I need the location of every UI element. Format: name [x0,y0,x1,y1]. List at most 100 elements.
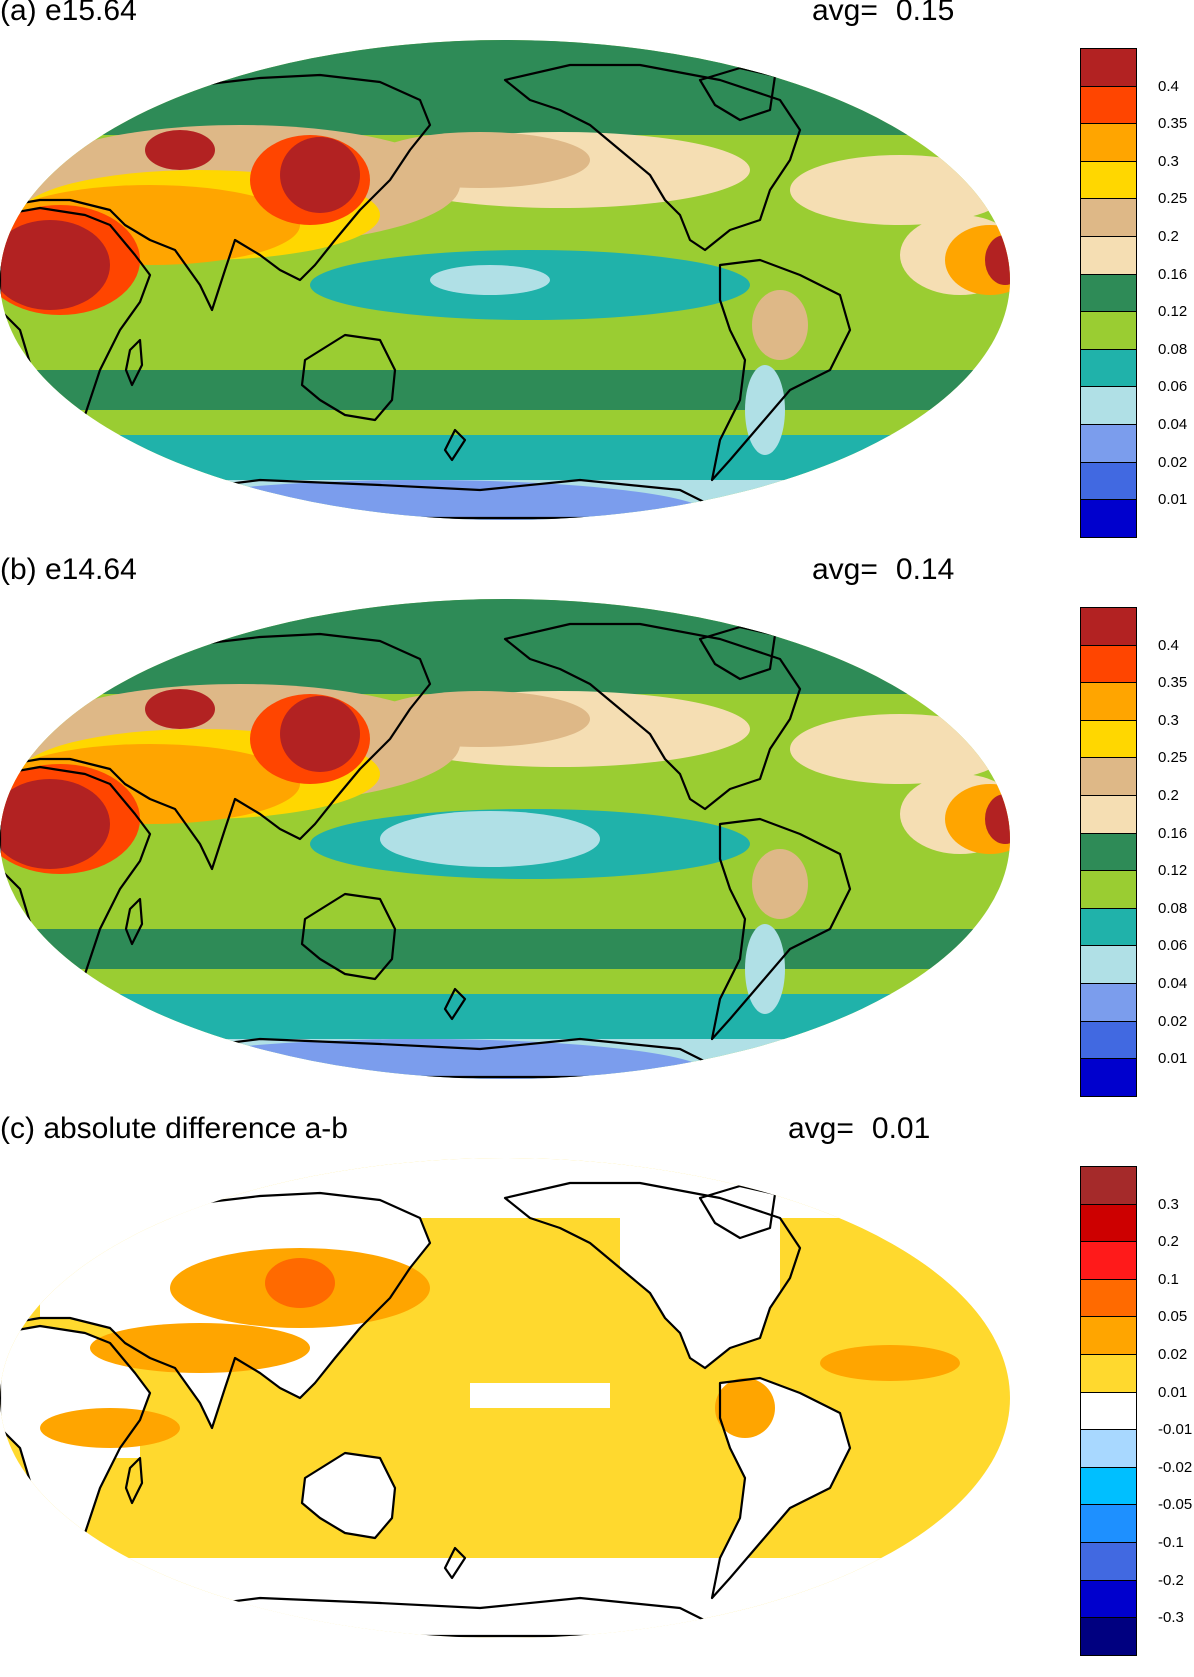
map-panel-1: (a) e15.64 avg= 0.15 0.4 0.35 0.3 0.25 0.2 0.16 0… [0,0,1194,559]
coastline-australia [300,892,397,981]
coastline-africa [0,765,152,1001]
colorbar-segment [1080,160,1137,200]
colorbar-label: 0.05 [1158,1308,1188,1326]
coastline-madagascar [124,897,144,946]
colorbar-segment [1080,1203,1137,1243]
coastline-nzealand [443,428,467,462]
colorbar-label: 0.35 [1158,674,1188,692]
colorbar-segment [1080,719,1137,759]
colorbar-label: 0.3 [1158,152,1179,170]
colorbar-segment [1080,461,1137,501]
colorbar-segment [1080,198,1137,238]
colorbar-label: 0.3 [1158,711,1179,729]
colorbar-segment [1080,870,1137,910]
coastline-australia [300,333,397,422]
coastline-samerica [710,258,852,482]
colorbar-label: 0.02 [1158,1346,1188,1363]
colorbar-label: 0.08 [1158,340,1188,358]
coastline-samerica [710,1376,852,1600]
coastline-namerica [503,1181,802,1370]
field-shading [0,599,1010,1079]
world-map [0,40,1010,520]
colorbar-segment [1080,348,1137,388]
colorbar-segment [1080,1391,1137,1431]
colorbar-segment [1080,832,1137,872]
colorbar-segment [1080,1278,1137,1318]
colorbar-label: 0.4 [1158,636,1179,654]
colorbar-segment [1080,1542,1137,1582]
colorbar-segment [1080,644,1137,684]
avg-label: avg= [812,0,878,27]
panel-title: (b) e14.64 [0,553,137,586]
colorbar-segment [1080,1166,1137,1206]
colorbar-segment [1080,424,1137,464]
coastline-madagascar [124,338,144,387]
colorbar-label: 0.01 [1158,491,1188,509]
colorbar-segment [1080,795,1137,835]
coastline-samerica [710,817,852,1041]
colorbar-label: 0.01 [1158,1383,1188,1401]
colorbar-label: 0.1 [1158,1270,1179,1288]
coastline-namerica [503,63,802,252]
colorbar-segment [1080,1429,1137,1469]
map-panel-2: (b) e14.64 avg= 0.14 0.4 0.35 0.3 0.25 0.2 0.16 0… [0,553,1194,1118]
colorbar-label: -0.3 [1158,1609,1184,1627]
avg-label: avg= [812,553,878,586]
colorbar-segment [1080,1020,1137,1060]
coastline-madagascar [124,1456,144,1505]
colorbar-segment [1080,1466,1137,1506]
coastline-australia [300,1451,397,1540]
colorbar-label: -0.01 [1158,1421,1193,1439]
colorbar-label: 0.04 [1158,975,1188,992]
colorbar-label: -0.2 [1158,1571,1184,1589]
colorbar-segment [1080,273,1137,313]
panel-average: avg= 0.15 [812,0,954,28]
coastline-africa [0,1324,152,1560]
colorbar-segment [1080,123,1137,163]
coastline-africa [0,206,152,442]
colorbar-label: 0.16 [1158,265,1188,283]
colorbar-segment [1080,85,1137,125]
colorbar-segment [1080,1316,1137,1356]
colorbar-label: -0.05 [1158,1496,1193,1514]
colorbar-label: 0.02 [1158,1012,1188,1030]
colorbar-segment [1080,682,1137,722]
colorbar-segment [1080,983,1137,1023]
colorbar-segment [1080,386,1137,426]
avg-value: 0.01 [871,1112,931,1145]
colorbar-segment [1080,1504,1137,1544]
coastline-greenland [698,1184,777,1240]
colorbar-label: 0.02 [1158,453,1188,471]
colorbar-label: 0.35 [1158,115,1188,133]
world-map [0,1158,1010,1638]
colorbar-segment [1080,499,1137,539]
coastline-greenland [698,66,777,122]
field-shading [0,1158,1010,1638]
coastline-nzealand [443,987,467,1021]
colorbar-label: 0.06 [1158,378,1188,396]
colorbar-segment [1080,1354,1137,1394]
colorbar-label: 0.12 [1158,303,1188,321]
world-map [0,599,1010,1079]
colorbar-segment [1080,945,1137,985]
panel-title: (c) absolute difference a-b [0,1112,348,1145]
colorbar-label: 0.2 [1158,787,1179,804]
map-panel-3: (c) absolute difference a-b avg= 0.01 0.3 0.… [0,1112,1194,1677]
panel-average: avg= 0.14 [812,553,954,587]
colorbar-label: 0.16 [1158,824,1188,842]
coastline-nzealand [443,1546,467,1580]
colorbar-label: 0.06 [1158,937,1188,955]
colorbar-segment [1080,311,1137,351]
colorbar-segment [1080,757,1137,797]
colorbar-label: 0.25 [1158,749,1188,767]
colorbar-segment [1080,607,1137,647]
colorbar-segment [1080,907,1137,947]
colorbar-label: -0.02 [1158,1458,1193,1476]
colorbar-label: 0.08 [1158,899,1188,917]
colorbar-label: 0.3 [1158,1195,1179,1213]
colorbar-label: 0.25 [1158,190,1188,208]
colorbar-label: -0.1 [1158,1534,1184,1551]
panel-title: (a) e15.64 [0,0,137,27]
panel-average: avg= 0.01 [788,1112,930,1146]
colorbar-segment [1080,1058,1137,1098]
